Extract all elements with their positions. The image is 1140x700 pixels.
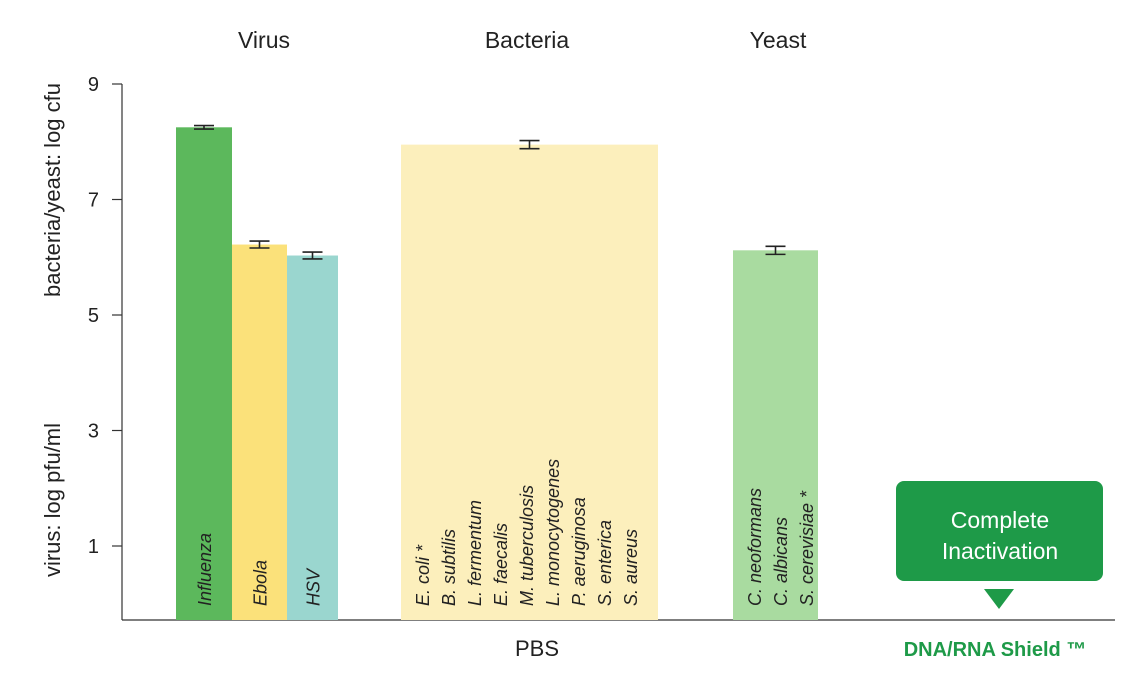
organism-label: C. albicans: [771, 517, 791, 606]
organism-label: Ebola: [251, 560, 271, 606]
y-axis-label-lower: virus: log pfu/ml: [40, 423, 65, 577]
callout-line-1: Complete: [951, 507, 1049, 533]
bar-e-coli: [401, 144, 658, 620]
category-label-shield: DNA/RNA Shield ™: [904, 639, 1087, 661]
organism-label: E. faecalis: [491, 523, 511, 606]
bar-c-neoformans: [733, 250, 818, 620]
organism-label: E. coli *: [413, 544, 433, 606]
down-arrow-icon: [984, 589, 1014, 609]
bar-ebola: [232, 244, 287, 621]
bar-influenza: [176, 127, 232, 620]
error-bar-3: [519, 139, 540, 150]
organism-label: Influenza: [195, 533, 215, 606]
bar-hsv: [287, 255, 338, 620]
group-label-yeast: Yeast: [750, 27, 807, 53]
callout-box: [896, 481, 1103, 581]
organism-label: M. tuberculosis: [517, 485, 537, 606]
error-bar-2: [302, 251, 323, 260]
y-tick-label-9: 9: [88, 74, 99, 96]
y-tick-label-5: 5: [88, 305, 99, 327]
organism-label: S. cerevisiae *: [797, 490, 817, 606]
organism-label: P. aeruginosa: [569, 497, 589, 606]
organism-label: HSV: [304, 567, 324, 606]
y-tick-label-1: 1: [88, 536, 99, 558]
y-tick-label-3: 3: [88, 421, 99, 443]
category-label-pbs: PBS: [515, 636, 559, 661]
error-bar-4: [765, 245, 786, 256]
complete-inactivation-callout: Complete Inactivation: [896, 481, 1103, 609]
group-label-virus: Virus: [238, 27, 290, 53]
callout-line-2: Inactivation: [942, 538, 1058, 564]
organism-label: L. fermentum: [465, 500, 485, 606]
organism-label: B. subtilis: [439, 529, 459, 606]
error-bar-1: [249, 240, 270, 249]
organism-label: L. monocytogenes: [543, 459, 563, 606]
y-tick-label-7: 7: [88, 190, 99, 212]
group-label-bacteria: Bacteria: [485, 27, 570, 53]
organism-label: S. enterica: [595, 520, 615, 606]
organism-label: S. aureus: [621, 529, 641, 606]
organism-label: C. neoformans: [745, 488, 765, 606]
y-axis-label-upper: bacteria/yeast: log cfu: [40, 83, 65, 297]
error-bar-0: [194, 124, 214, 130]
